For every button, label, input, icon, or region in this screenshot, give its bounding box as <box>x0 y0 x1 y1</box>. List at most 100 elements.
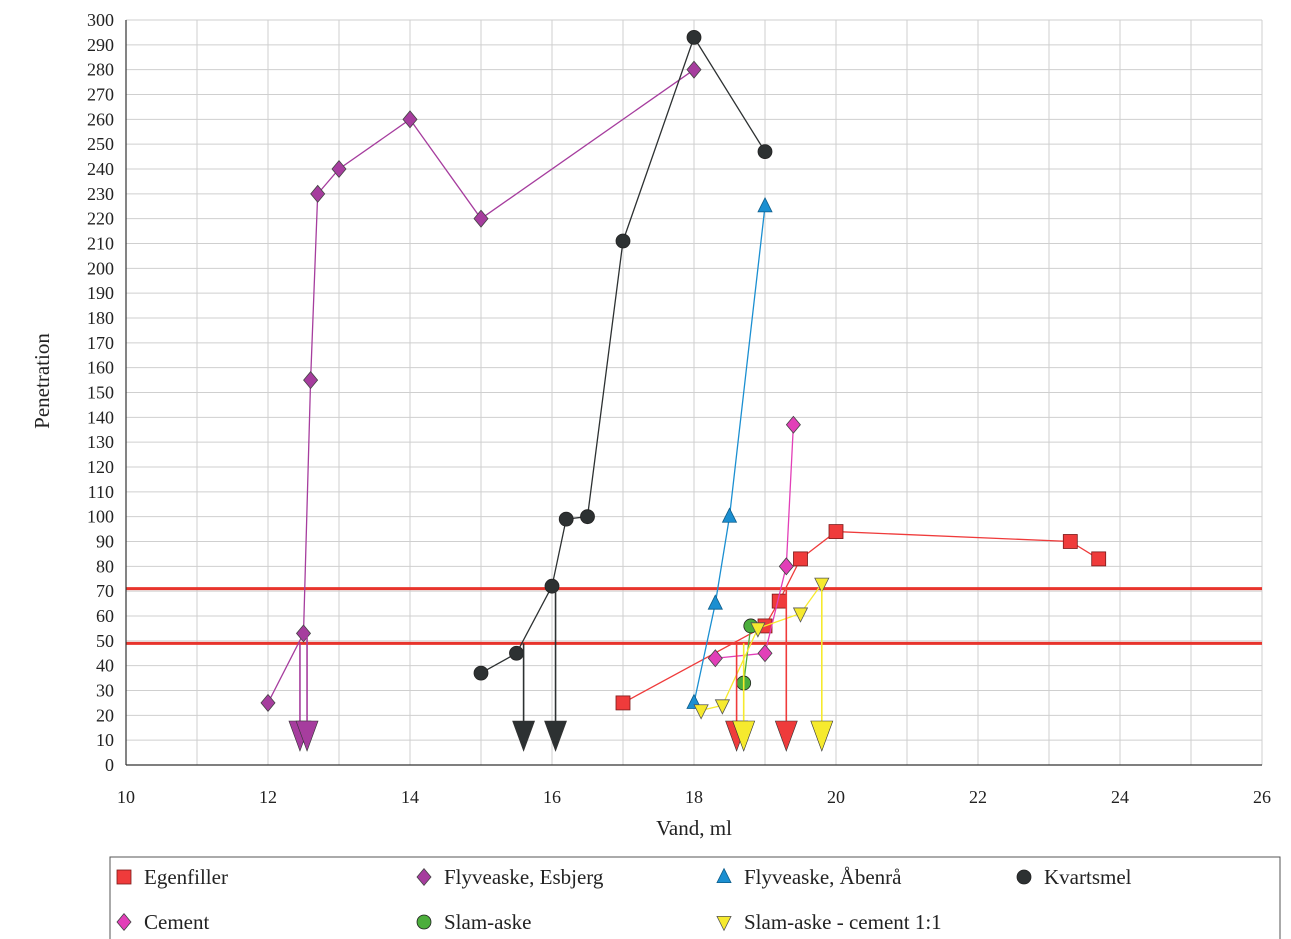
y-tick-label: 290 <box>87 35 114 55</box>
legend-label: Cement <box>144 910 209 934</box>
legend: Egenfiller Flyveaske, Esbjerg Flyveaske, Å… <box>109 856 1281 939</box>
legend-item: Flyveaske, Esbjerg <box>416 865 604 889</box>
drop-arrow-head <box>774 720 798 752</box>
y-tick-label: 270 <box>87 85 114 105</box>
legend-marker <box>416 914 432 930</box>
legend-box <box>109 856 1281 939</box>
series-line <box>743 625 752 684</box>
legend-label: Flyveaske, Esbjerg <box>444 865 604 889</box>
data-point <box>757 144 773 160</box>
y-tick-label: 180 <box>87 308 114 328</box>
y-tick-label: 160 <box>87 358 114 378</box>
data-point <box>686 60 702 79</box>
data-point <box>580 509 595 525</box>
y-tick-label: 30 <box>96 681 114 701</box>
legend-label: Slam-aske <box>444 910 531 934</box>
grid <box>125 19 1263 766</box>
data-point <box>473 209 489 228</box>
series-line <box>715 424 795 659</box>
x-tick-label: 20 <box>827 787 845 807</box>
data-point <box>615 233 631 249</box>
y-tick-label: 230 <box>87 184 114 204</box>
x-tick-label: 16 <box>543 787 561 807</box>
data-point <box>792 607 809 623</box>
x-tick-label: 14 <box>401 787 419 807</box>
x-tick-label: 24 <box>1111 787 1129 807</box>
drop-arrows <box>288 588 834 752</box>
tick-labels: 0102030405060708090100110120130140150160… <box>87 10 1271 807</box>
x-tick-label: 22 <box>969 787 987 807</box>
data-point <box>686 29 702 45</box>
y-tick-label: 80 <box>96 556 114 576</box>
axes <box>125 20 1262 766</box>
x-tick-label: 12 <box>259 787 277 807</box>
data-point <box>814 577 830 594</box>
y-tick-label: 170 <box>87 333 114 353</box>
data-point <box>260 693 276 712</box>
legend-label: Flyveaske, Åbenrå <box>744 865 902 889</box>
y-tick-label: 70 <box>96 581 114 601</box>
legend-label: Slam-aske - cement 1:1 <box>744 910 942 934</box>
y-tick-label: 220 <box>87 209 114 229</box>
drop-arrow-head <box>544 720 567 752</box>
y-tick-label: 140 <box>87 407 114 427</box>
data-point <box>558 511 574 527</box>
data-point <box>714 699 731 715</box>
y-tick-label: 110 <box>88 482 114 502</box>
y-tick-label: 60 <box>96 606 114 626</box>
y-tick-label: 300 <box>87 10 114 30</box>
data-point <box>785 415 801 434</box>
y-tick-label: 20 <box>96 705 114 725</box>
y-tick-label: 10 <box>96 730 114 750</box>
drop-arrow-head <box>295 720 319 752</box>
data-point <box>1091 551 1107 567</box>
drop-arrow <box>732 643 756 752</box>
data-point <box>473 665 489 681</box>
x-tick-label: 10 <box>117 787 135 807</box>
legend-item: Slam-aske - cement 1:1 <box>716 910 942 934</box>
data-point <box>331 159 347 179</box>
series-line <box>693 206 766 704</box>
series-line <box>480 35 766 674</box>
y-tick-label: 190 <box>87 283 114 303</box>
drop-arrow <box>810 588 834 752</box>
series-group <box>615 524 1107 711</box>
drop-arrow <box>774 588 798 752</box>
data-point <box>793 551 808 567</box>
x-axis-title: Vand, ml <box>656 816 732 840</box>
data-point <box>757 644 773 663</box>
drop-arrow <box>295 633 319 752</box>
data-point <box>310 184 326 203</box>
y-tick-label: 250 <box>87 134 114 154</box>
legend-marker <box>116 912 132 932</box>
data-point <box>707 594 723 610</box>
y-tick-label: 150 <box>87 383 114 403</box>
series-line <box>267 69 695 704</box>
series-group <box>473 29 773 681</box>
y-tick-label: 50 <box>96 631 114 651</box>
y-tick-label: 40 <box>96 656 114 676</box>
data-point <box>1062 534 1078 549</box>
data-point <box>544 578 560 594</box>
y-tick-label: 120 <box>87 457 114 477</box>
series-group <box>707 415 801 668</box>
y-tick-label: 130 <box>87 432 114 452</box>
legend-marker <box>1016 869 1032 885</box>
legend-label: Kvartsmel <box>1044 865 1132 889</box>
legend-marker <box>416 867 432 887</box>
data-point <box>721 507 738 523</box>
data-point <box>778 557 794 576</box>
reference-lines <box>126 587 1262 645</box>
drop-arrow-head <box>810 720 834 752</box>
data-point <box>402 110 418 129</box>
y-tick-label: 90 <box>96 532 114 552</box>
y-tick-label: 200 <box>87 258 114 278</box>
x-tick-label: 26 <box>1253 787 1271 807</box>
legend-item: Slam-aske <box>416 910 531 934</box>
x-tick-label: 18 <box>685 787 703 807</box>
data-point <box>615 695 631 711</box>
legend-item: Cement <box>116 910 209 934</box>
data-point <box>707 649 723 668</box>
series-group <box>693 577 830 720</box>
